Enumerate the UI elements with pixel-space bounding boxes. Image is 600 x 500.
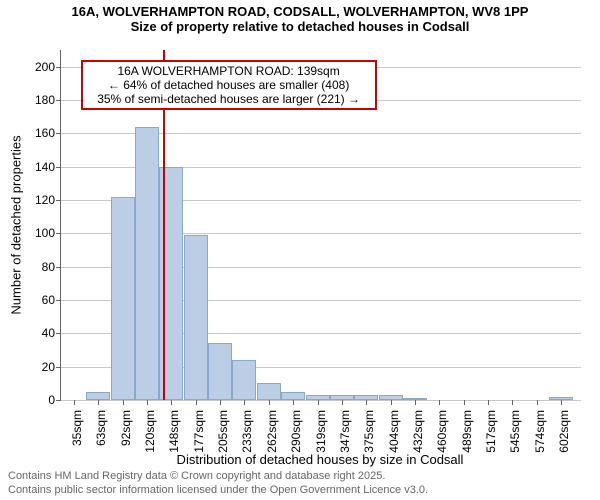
x-tick-label: 35sqm xyxy=(64,410,84,446)
x-tick-label: 120sqm xyxy=(137,410,157,453)
x-tick-mark xyxy=(293,400,294,405)
y-tick-mark xyxy=(56,67,61,68)
histogram-bar xyxy=(281,392,305,400)
x-tick-mark xyxy=(123,400,124,405)
footer-line-1: Contains HM Land Registry data © Crown c… xyxy=(8,470,385,482)
plot-area: 02040608010012014016018020035sqm63sqm92s… xyxy=(60,50,581,401)
x-tick-label: 574sqm xyxy=(527,410,547,453)
y-tick-mark xyxy=(56,300,61,301)
histogram-bar xyxy=(135,127,159,400)
x-tick-mark xyxy=(220,400,221,405)
x-tick-label: 233sqm xyxy=(234,410,254,453)
annotation-line-2: ← 64% of detached houses are smaller (40… xyxy=(87,78,371,92)
x-tick-label: 517sqm xyxy=(478,410,498,453)
y-axis-title: Number of detached properties xyxy=(9,135,24,314)
histogram-bar xyxy=(111,197,135,400)
x-tick-mark xyxy=(439,400,440,405)
chart-title: 16A, WOLVERHAMPTON ROAD, CODSALL, WOLVER… xyxy=(0,4,600,34)
annotation-line-3: 35% of semi-detached houses are larger (… xyxy=(87,92,371,106)
x-tick-mark xyxy=(171,400,172,405)
x-tick-label: 148sqm xyxy=(161,410,181,453)
histogram-bar xyxy=(86,392,110,400)
x-tick-label: 177sqm xyxy=(186,410,206,453)
x-tick-mark xyxy=(391,400,392,405)
histogram-bar xyxy=(208,343,232,400)
x-tick-mark xyxy=(318,400,319,405)
histogram-bar xyxy=(184,235,208,400)
x-tick-label: 404sqm xyxy=(381,410,401,453)
x-tick-mark xyxy=(561,400,562,405)
x-tick-mark xyxy=(488,400,489,405)
x-tick-mark xyxy=(537,400,538,405)
x-tick-label: 262sqm xyxy=(259,410,279,453)
y-tick-mark xyxy=(56,200,61,201)
chart-container: 16A, WOLVERHAMPTON ROAD, CODSALL, WOLVER… xyxy=(0,0,600,500)
histogram-bar xyxy=(257,383,281,400)
y-tick-mark xyxy=(56,100,61,101)
y-tick-mark xyxy=(56,400,61,401)
y-tick-mark xyxy=(56,233,61,234)
x-tick-label: 205sqm xyxy=(210,410,230,453)
x-tick-mark xyxy=(512,400,513,405)
x-tick-label: 319sqm xyxy=(308,410,328,453)
x-tick-mark xyxy=(415,400,416,405)
y-tick-mark xyxy=(56,367,61,368)
x-tick-label: 63sqm xyxy=(88,410,108,446)
annotation-line-1: 16A WOLVERHAMPTON ROAD: 139sqm xyxy=(87,64,371,78)
x-tick-label: 92sqm xyxy=(113,410,133,446)
x-tick-mark xyxy=(98,400,99,405)
x-tick-label: 432sqm xyxy=(405,410,425,453)
y-tick-mark xyxy=(56,333,61,334)
x-tick-mark xyxy=(147,400,148,405)
title-line-1: 16A, WOLVERHAMPTON ROAD, CODSALL, WOLVER… xyxy=(0,4,600,19)
histogram-bar xyxy=(232,360,256,400)
y-tick-mark xyxy=(56,267,61,268)
x-tick-label: 375sqm xyxy=(356,410,376,453)
x-tick-mark xyxy=(244,400,245,405)
annotation-box: 16A WOLVERHAMPTON ROAD: 139sqm ← 64% of … xyxy=(81,60,377,110)
x-tick-label: 602sqm xyxy=(551,410,571,453)
x-tick-label: 347sqm xyxy=(332,410,352,453)
grid-line xyxy=(61,400,581,401)
x-tick-mark xyxy=(74,400,75,405)
footer-line-2: Contains public sector information licen… xyxy=(8,484,428,496)
x-axis-title: Distribution of detached houses by size … xyxy=(177,452,464,467)
y-tick-mark xyxy=(56,167,61,168)
x-tick-mark xyxy=(269,400,270,405)
title-line-2: Size of property relative to detached ho… xyxy=(0,19,600,34)
x-tick-mark xyxy=(196,400,197,405)
x-tick-mark xyxy=(464,400,465,405)
x-tick-label: 460sqm xyxy=(429,410,449,453)
y-tick-mark xyxy=(56,133,61,134)
x-tick-label: 489sqm xyxy=(454,410,474,453)
x-tick-label: 290sqm xyxy=(283,410,303,453)
x-tick-mark xyxy=(342,400,343,405)
x-tick-mark xyxy=(366,400,367,405)
x-tick-label: 545sqm xyxy=(502,410,522,453)
